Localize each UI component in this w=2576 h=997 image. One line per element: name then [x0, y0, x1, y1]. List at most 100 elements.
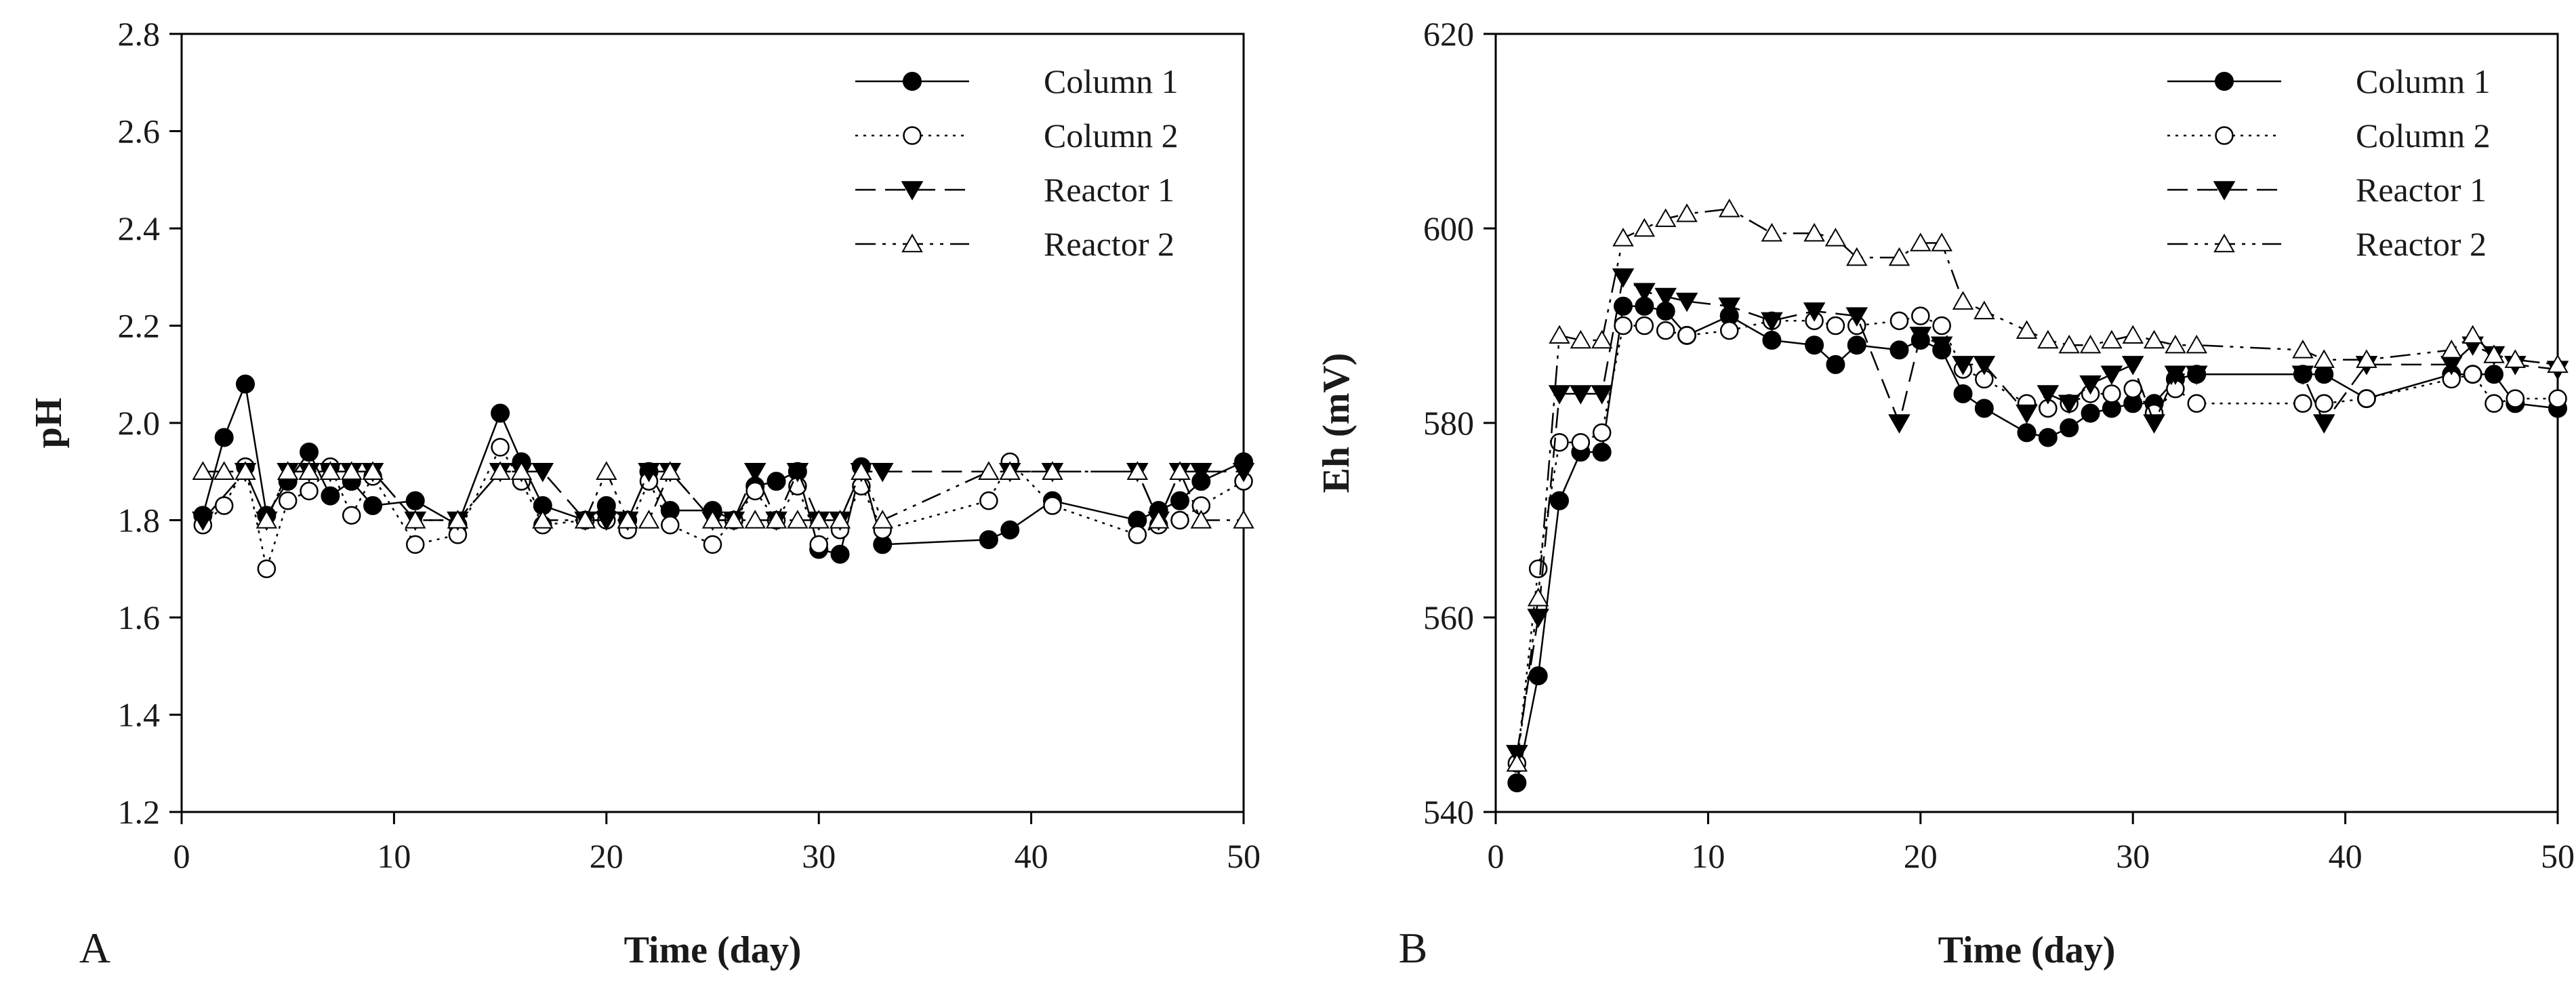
- data-point-column-2: [1677, 326, 1696, 345]
- data-point-column-1: [1170, 491, 1189, 510]
- x-tick-label: 40: [2329, 837, 2363, 875]
- y-tick-label: 2.2: [118, 307, 161, 345]
- data-point-column-2: [745, 481, 764, 501]
- data-point-reactor-1: [786, 463, 809, 483]
- data-point-reactor-2: [2547, 354, 2569, 373]
- data-point-reactor-2: [362, 461, 384, 480]
- data-point-reactor-2: [808, 510, 830, 529]
- y-tick-label: 600: [1423, 209, 1474, 247]
- legend-label-column-1: Column 1: [2356, 62, 2491, 100]
- legend-marker-column-2: [2215, 126, 2234, 145]
- legend-marker-reactor-1: [2213, 181, 2236, 201]
- data-point-reactor-2: [1633, 218, 1656, 237]
- data-point-reactor-2: [1570, 329, 1592, 349]
- data-point-reactor-2: [744, 510, 766, 529]
- data-point-reactor-2: [298, 461, 320, 480]
- x-tick-label: 20: [590, 837, 623, 875]
- data-point-reactor-2: [532, 510, 554, 529]
- data-point-column-1: [491, 403, 510, 423]
- y-tick-label: 1.8: [118, 502, 161, 540]
- data-point-reactor-2: [617, 510, 638, 529]
- data-point-reactor-2: [638, 510, 660, 529]
- series-reactor-1: [1506, 268, 2569, 765]
- data-point-column-2: [1656, 321, 1675, 340]
- data-point-reactor-1: [2291, 365, 2314, 386]
- panel-letter: A: [79, 924, 110, 972]
- data-point-reactor-2: [2504, 349, 2527, 368]
- data-point-reactor-1: [1888, 414, 1910, 434]
- data-point-column-2: [2187, 394, 2206, 413]
- data-point-reactor-2: [2058, 334, 2080, 354]
- data-point-reactor-2: [1233, 510, 1254, 529]
- data-point-column-2: [491, 438, 510, 457]
- data-point-reactor-1: [871, 463, 894, 483]
- data-point-column-1: [2484, 365, 2503, 384]
- data-point-reactor-2: [340, 461, 363, 480]
- data-point-reactor-1: [1190, 463, 1212, 483]
- data-point-reactor-2: [319, 461, 342, 480]
- data-point-reactor-2: [1549, 325, 1570, 344]
- data-point-column-2: [1614, 316, 1633, 335]
- data-point-column-1: [1762, 331, 1782, 350]
- data-point-reactor-2: [1527, 587, 1549, 607]
- y-tick-label: 620: [1423, 15, 1474, 53]
- data-point-reactor-2: [829, 510, 851, 529]
- legend-label-reactor-2: Reactor 2: [1044, 225, 1174, 263]
- data-point-column-1: [2038, 428, 2058, 447]
- data-point-column-2: [2314, 394, 2334, 413]
- legend-marker-reactor-1: [901, 181, 924, 201]
- x-tick-label: 0: [173, 837, 190, 875]
- data-point-reactor-1: [595, 511, 618, 531]
- legend-marker-reactor-2: [901, 233, 923, 253]
- panel-letter: B: [1399, 924, 1428, 972]
- data-point-column-2: [214, 496, 234, 515]
- data-point-reactor-1: [638, 463, 660, 483]
- data-point-column-2: [1911, 306, 1930, 325]
- data-point-column-2: [300, 481, 319, 501]
- y-axis-title: Eh (mV): [1315, 353, 1357, 493]
- x-tick-label: 30: [802, 837, 836, 875]
- y-tick-label: 2.8: [118, 15, 161, 53]
- data-point-reactor-2: [701, 510, 724, 529]
- data-point-reactor-2: [2440, 340, 2463, 359]
- data-point-reactor-2: [1654, 208, 1677, 227]
- data-point-column-2: [1571, 432, 1591, 452]
- data-point-reactor-1: [1675, 292, 1698, 312]
- data-point-reactor-1: [2121, 356, 2144, 375]
- series-line-column-2: [1516, 314, 2558, 764]
- data-point-reactor-2: [1952, 291, 1974, 310]
- data-point-reactor-2: [447, 510, 469, 529]
- data-point-reactor-1: [1761, 312, 1783, 332]
- data-point-column-2: [1592, 423, 1612, 443]
- y-tick-label: 2.4: [118, 209, 161, 247]
- data-point-reactor-2: [405, 510, 426, 529]
- data-point-column-2: [2102, 384, 2121, 403]
- data-point-reactor-2: [1591, 329, 1613, 349]
- data-point-column-1: [2081, 403, 2100, 423]
- data-point-column-1: [2314, 365, 2334, 384]
- data-point-column-1: [1550, 491, 1570, 510]
- data-point-column-1: [405, 491, 425, 510]
- legend-label-reactor-2: Reactor 2: [2356, 225, 2487, 263]
- data-point-column-1: [1889, 340, 1909, 360]
- data-point-reactor-2: [1910, 232, 1931, 251]
- data-point-reactor-1: [1930, 336, 1953, 356]
- data-point-reactor-2: [2313, 349, 2335, 368]
- data-point-reactor-2: [2037, 329, 2059, 349]
- series-reactor-2: [192, 461, 1254, 529]
- x-tick-label: 10: [1691, 837, 1725, 875]
- legend-label-column-2: Column 2: [2356, 117, 2491, 155]
- y-tick-label: 560: [1423, 598, 1474, 636]
- data-point-reactor-1: [2079, 375, 2102, 395]
- data-point-reactor-1: [1845, 307, 1868, 327]
- series-reactor-2: [1506, 198, 2569, 772]
- data-point-reactor-1: [531, 463, 554, 483]
- data-point-column-2: [278, 491, 298, 510]
- data-point-reactor-1: [743, 463, 766, 483]
- legend: Column 1 Column 2 Reactor 1 Reactor 2: [2167, 62, 2491, 263]
- data-point-reactor-2: [1126, 461, 1149, 480]
- legend-marker-reactor-2: [2213, 233, 2235, 253]
- data-point-column-2: [2357, 389, 2376, 408]
- series-line-reactor-1: [1516, 276, 2558, 754]
- data-point-column-2: [1719, 321, 1739, 340]
